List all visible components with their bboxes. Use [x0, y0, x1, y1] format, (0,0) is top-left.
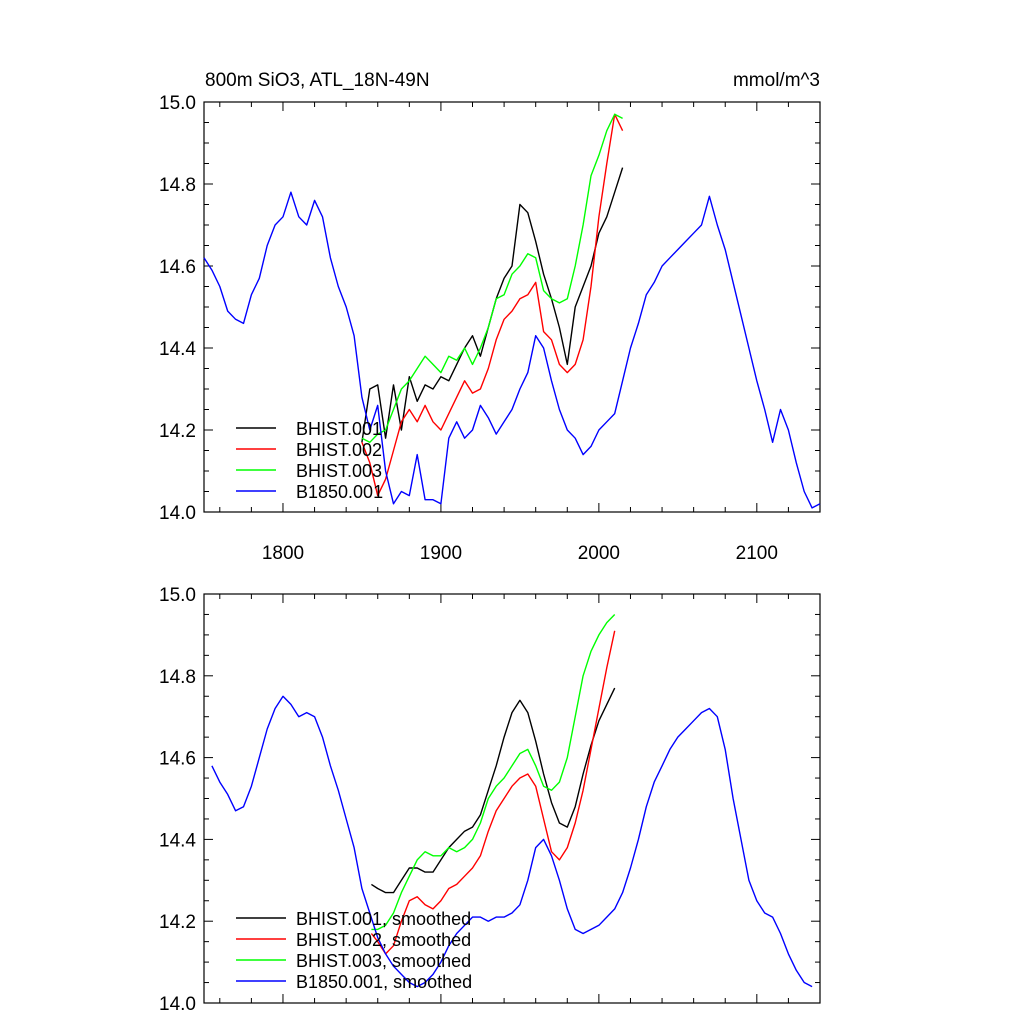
units-label: mmol/m^3: [733, 70, 820, 91]
y-tick-label: 14.0: [159, 503, 196, 524]
y-tick-label: 14.0: [159, 994, 196, 1015]
chart-title: 800m SiO3, ATL_18N-49N: [205, 70, 430, 91]
x-tick-label: 2100: [736, 543, 778, 564]
x-tick-label: 2000: [578, 543, 620, 564]
y-tick-label: 14.8: [159, 175, 196, 196]
top-panel: 14.0 14.2 14.4 14.6 14.8 15.0 1800 1900 2000 2100…: [159, 93, 821, 564]
series-line-4: [203, 191, 821, 509]
legend-label-1: BHIST.001: [296, 419, 382, 439]
legend-label-3: BHIST.003: [296, 461, 382, 481]
y-tick-label: 14.6: [159, 257, 196, 278]
legend-label-1: BHIST.001, smoothed: [296, 909, 471, 929]
legend-label-4: B1850.001: [296, 482, 383, 502]
legend-label-2: BHIST.002: [296, 440, 382, 460]
y-tick-label: 15.0: [159, 585, 196, 606]
bottom-panel: 14.0 14.2 14.4 14.6 14.8 15.0 BHIST.001, smoot…: [159, 585, 821, 1015]
series-line-3: [371, 614, 616, 931]
legend-label-4: B1850.001, smoothed: [296, 972, 472, 992]
y-tick-label: 14.6: [159, 749, 196, 770]
series-line-2: [370, 630, 616, 955]
y-tick-label: 14.4: [159, 830, 196, 851]
legend-label-3: BHIST.003, smoothed: [296, 951, 471, 971]
y-tick-label: 14.4: [159, 339, 196, 360]
legend-label-2: BHIST.002, smoothed: [296, 930, 471, 950]
series-line-2: [361, 113, 624, 497]
series-line-3: [361, 113, 623, 443]
y-tick-label: 14.2: [159, 912, 196, 933]
series-line-1: [371, 687, 616, 894]
x-tick-label: 1900: [420, 543, 462, 564]
series-line-1: [361, 167, 624, 443]
y-tick-label: 14.8: [159, 667, 196, 688]
series-line-4: [211, 695, 813, 988]
x-tick-label: 1800: [262, 543, 304, 564]
y-tick-label: 15.0: [159, 93, 196, 114]
y-tick-label: 14.2: [159, 421, 196, 442]
